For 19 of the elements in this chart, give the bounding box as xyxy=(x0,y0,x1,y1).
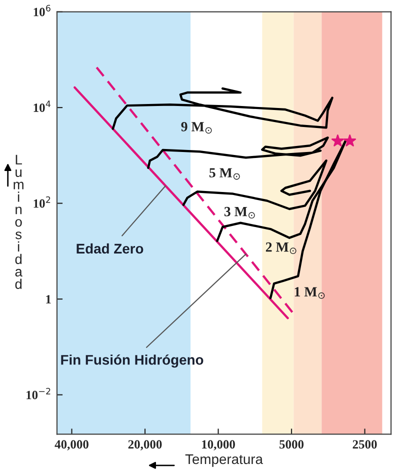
series-label: 1 M$_{⊙}$ xyxy=(294,287,325,299)
x-tick-label: 40,000 xyxy=(54,440,88,450)
annotation: Edad Zero xyxy=(76,243,144,254)
y-tick-label: 10$^{6}$ xyxy=(34,4,50,16)
x-axis-title: Temperatura xyxy=(185,454,263,467)
x-tick-label: 2500 xyxy=(352,440,377,449)
annotation: Fin Fusión Hidrógeno xyxy=(61,354,204,368)
series-label: 5 M$_{⊙}$ xyxy=(209,168,240,180)
series-label: 9 M$_{⊙}$ xyxy=(181,122,212,134)
y-tick-label: 1 xyxy=(46,295,51,304)
series-label: 2 M$_{⊙}$ xyxy=(266,242,296,254)
x-tick-label: 5000 xyxy=(280,440,304,449)
y-tick-label: 10$^{−2}$ xyxy=(26,388,50,400)
y-tick-label: 10$^{4}$ xyxy=(34,100,50,112)
y-tick-label: 10$^{2}$ xyxy=(34,196,50,208)
text: Luminosidad xyxy=(14,154,24,289)
series-label: 3 M$_{⊙}$ xyxy=(224,206,255,219)
x-tick-label: 20,000 xyxy=(128,440,162,450)
x-tick-label: 10,000 xyxy=(202,440,235,450)
